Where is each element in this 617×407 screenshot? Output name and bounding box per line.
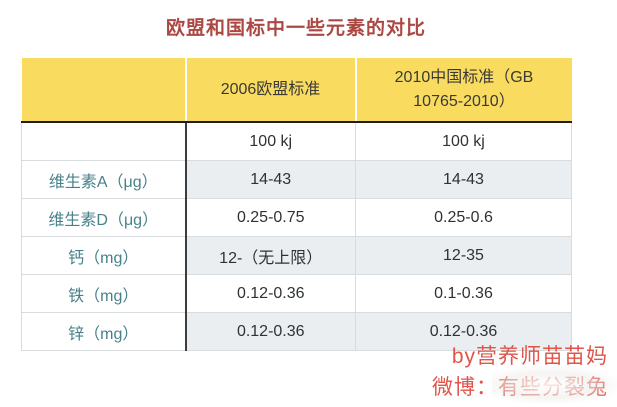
signature-block: by营养师苗苗妈 微博：有些分裂兔 [432,341,608,403]
page-title: 欧盟和国标中一些元素的对比 [165,18,426,39]
cn-value-cell: 12-35 [355,236,572,275]
eu-value-cell: 100 kj [185,121,356,161]
cn-value-cell: 0.25-0.6 [355,198,572,237]
cn-value-cell: 0.12-0.36 [355,312,572,351]
eu-value-cell: 0.12-0.36 [185,274,356,313]
cn-value-cell: 14-43 [355,160,572,199]
row-label-cell: 维生素D（μg） [21,198,187,237]
row-label-cell: 维生素A（μg） [21,160,187,199]
eu-value-cell: 0.25-0.75 [185,198,356,237]
table-row-vitamin-a: 维生素A（μg） 14-43 14-43 [21,160,572,199]
row-label-cell: 铁（mg） [21,274,187,313]
table-row-energy: 100 kj 100 kj [21,121,572,161]
eu-value-cell: 0.12-0.36 [185,312,356,351]
cn-value-cell: 0.1-0.36 [355,274,572,313]
comparison-table: 2006欧盟标准 2010中国标准（GB 10765-2010） 100 kj … [21,58,572,351]
eu-value-cell: 14-43 [185,160,356,199]
table-row-zinc: 锌（mg） 0.12-0.36 0.12-0.36 [21,312,572,351]
table-row-iron: 铁（mg） 0.12-0.36 0.1-0.36 [21,274,572,313]
row-label-cell: 钙（mg） [21,236,187,275]
signature-byline: by营养师苗苗妈 [451,345,608,368]
table-header-row: 2006欧盟标准 2010中国标准（GB 10765-2010） [21,58,572,123]
row-label-cell [21,121,187,161]
table-row-calcium: 钙（mg） 12-（无上限） 12-35 [21,236,572,275]
eu-value-cell: 12-（无上限） [185,236,356,275]
header-cell-eu-standard: 2006欧盟标准 [185,58,357,123]
header-cell-element [21,58,187,123]
row-label-cell: 锌（mg） [21,312,187,351]
signature-weibo: 微博：有些分裂兔 [432,376,608,399]
table-row-vitamin-d: 维生素D（μg） 0.25-0.75 0.25-0.6 [21,198,572,237]
cn-value-cell: 100 kj [355,121,572,161]
header-cell-cn-standard: 2010中国标准（GB 10765-2010） [355,58,572,123]
